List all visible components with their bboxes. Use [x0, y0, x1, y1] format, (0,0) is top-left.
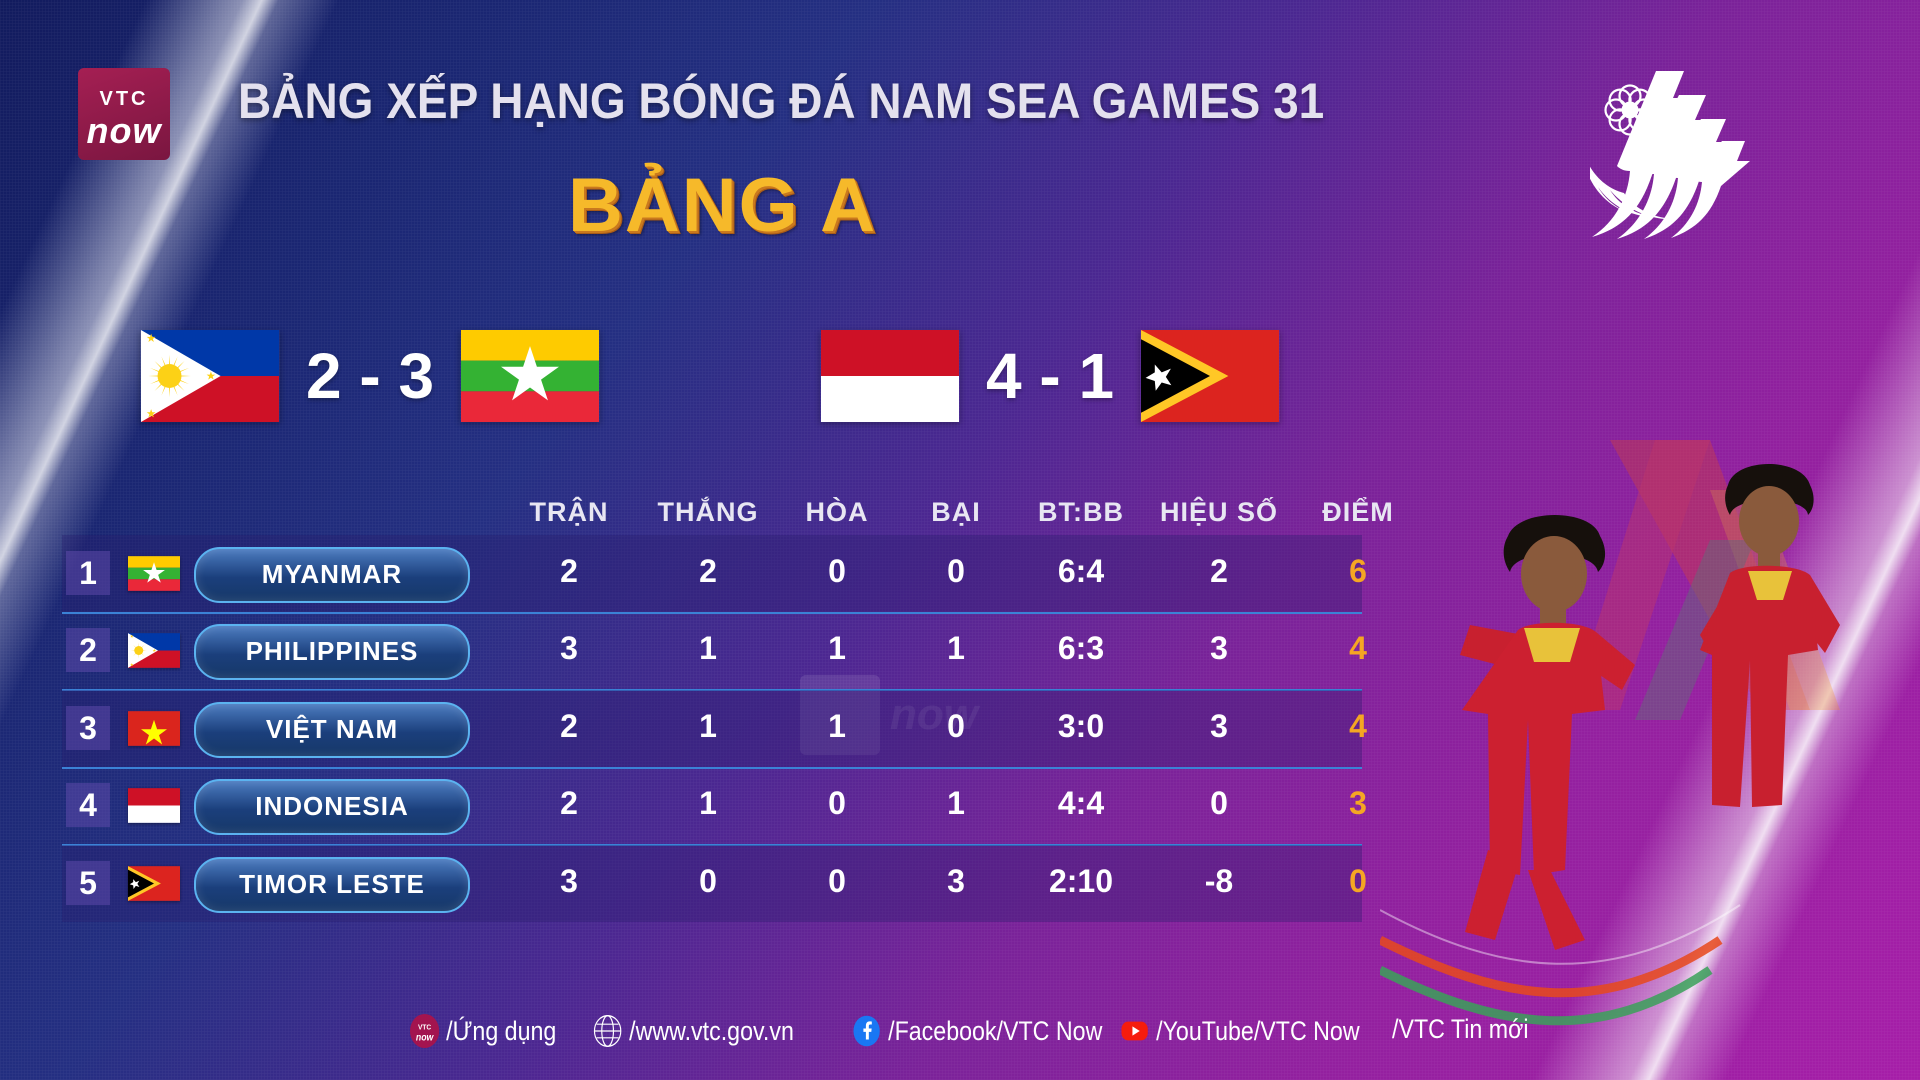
svg-text:VTC: VTC: [418, 1023, 431, 1032]
svg-text:now: now: [416, 1032, 434, 1044]
